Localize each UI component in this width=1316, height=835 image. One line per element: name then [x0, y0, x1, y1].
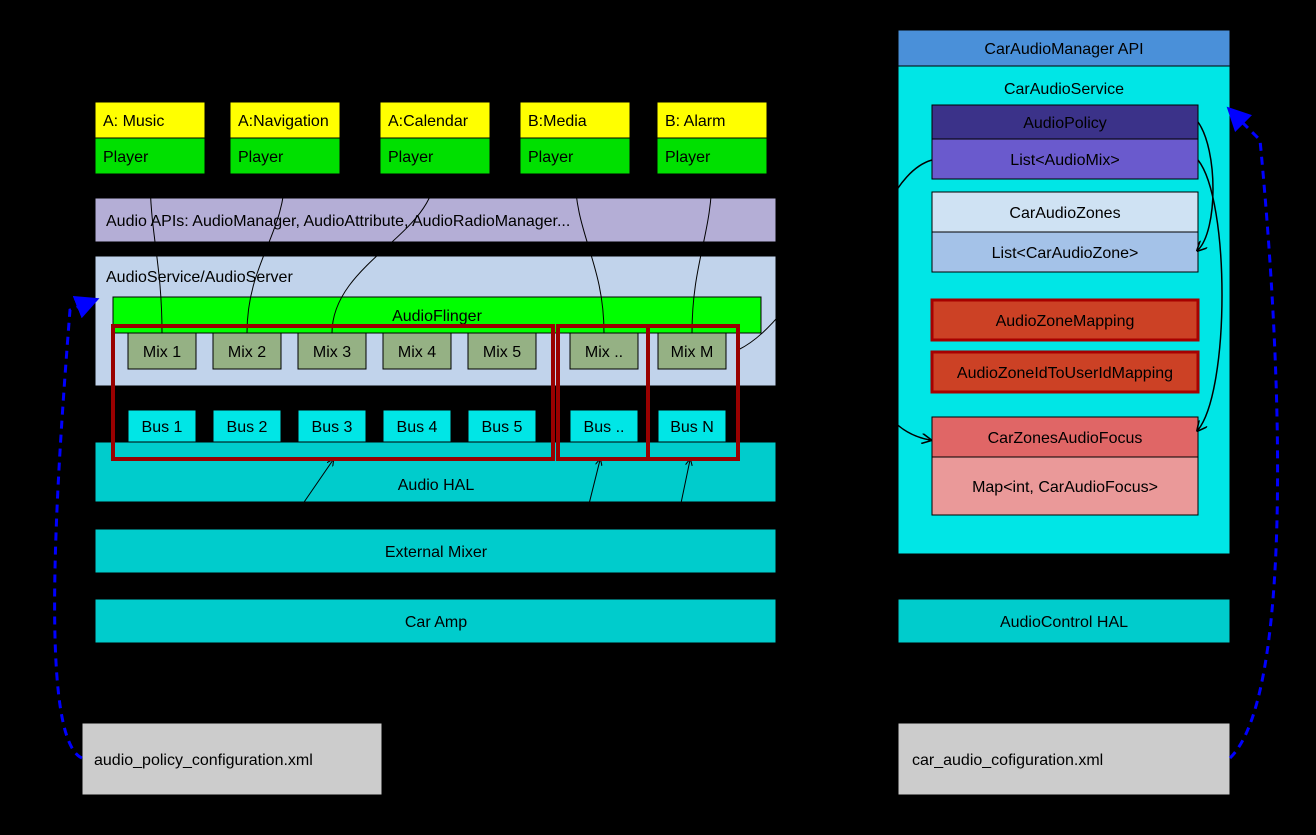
app-bottom-label-4: Player [665, 149, 711, 166]
mix-label-6: Mix M [671, 344, 714, 361]
api-label: CarAudioManager API [984, 41, 1143, 58]
mix-label-0: Mix 1 [143, 344, 181, 361]
mix-label-2: Mix 3 [313, 344, 351, 361]
audiocontrol-hal-label: AudioControl HAL [1000, 614, 1128, 631]
mix-label-5: Mix .. [585, 344, 623, 361]
app-boxes: A: Music Player A:Navigation Player A:Calend… [95, 102, 767, 174]
bus-label-3: Bus 4 [397, 419, 438, 436]
bus-label-5: Bus .. [584, 419, 625, 436]
bus-boxes: Bus 1 Bus 2 Bus 3 Bus 4 Bus 5 Bus .. Bus N [128, 410, 726, 442]
audioflinger-label: AudioFlinger [392, 308, 483, 325]
id-mapping-label: AudioZoneIdToUserIdMapping [957, 365, 1173, 382]
app-bottom-label-1: Player [238, 149, 284, 166]
mix-label-3: Mix 4 [398, 344, 436, 361]
app-top-label-0: A: Music [103, 113, 164, 130]
app-top-label-2: A:Calendar [388, 113, 469, 130]
focus-map-label: Map<int, CarAudioFocus> [972, 479, 1158, 496]
mix-boxes: Mix 1 Mix 2 Mix 3 Mix 4 Mix 5 Mix .. Mix M [128, 333, 726, 369]
audio-hal-label: Audio HAL [398, 477, 475, 494]
bus-label-6: Bus N [670, 419, 714, 436]
list-audiomix-label: List<AudioMix> [1010, 152, 1119, 169]
app-bottom-label-0: Player [103, 149, 149, 166]
car-audio-service-label: CarAudioService [1004, 81, 1124, 98]
bus-label-2: Bus 3 [312, 419, 353, 436]
app-top-label-4: B: Alarm [665, 113, 725, 130]
audioservice-label: AudioService/AudioServer [106, 269, 293, 286]
external-mixer-label: External Mixer [385, 544, 488, 561]
app-bottom-label-3: Player [528, 149, 574, 166]
app-top-label-1: A:Navigation [238, 113, 329, 130]
mix-label-4: Mix 5 [483, 344, 521, 361]
list-zones-label: List<CarAudioZone> [992, 245, 1139, 262]
bus-label-0: Bus 1 [142, 419, 183, 436]
car-amp-label: Car Amp [405, 614, 467, 631]
audio-apis-label: Audio APIs: AudioManager, AudioAttribute… [106, 213, 570, 230]
audiozonemapping-label: AudioZoneMapping [996, 313, 1135, 330]
bus-label-4: Bus 5 [482, 419, 523, 436]
bus-label-1: Bus 2 [227, 419, 268, 436]
right-xml-label: car_audio_cofiguration.xml [912, 752, 1103, 769]
left-xml-label: audio_policy_configuration.xml [94, 752, 313, 769]
focus-label: CarZonesAudioFocus [988, 430, 1143, 447]
audiopolicy-label: AudioPolicy [1023, 115, 1107, 132]
mix-label-1: Mix 2 [228, 344, 266, 361]
caraudiozones-label: CarAudioZones [1009, 205, 1120, 222]
app-bottom-label-2: Player [388, 149, 434, 166]
app-top-label-3: B:Media [528, 113, 587, 130]
